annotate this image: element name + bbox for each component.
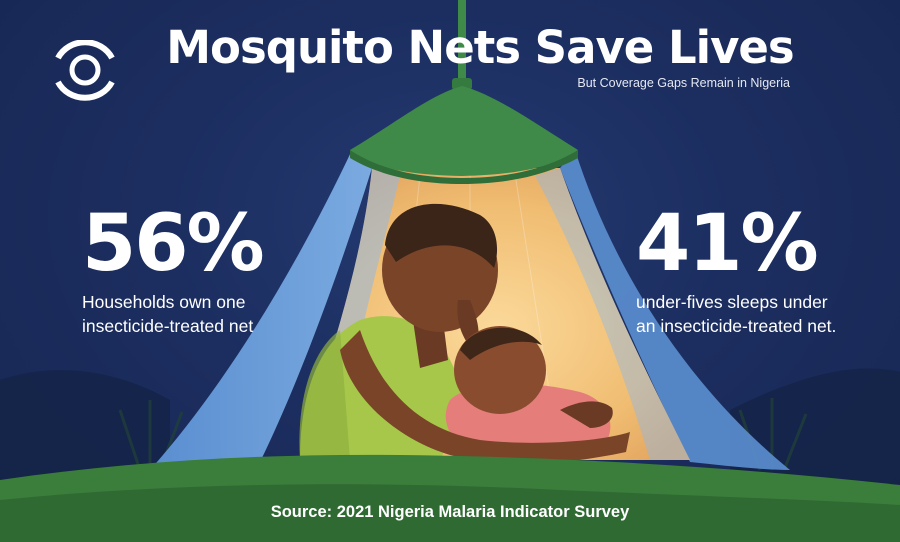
stat-caption-line: insecticide-treated net [82,316,254,336]
stat-caption: Households own one insecticide-treated n… [82,290,342,338]
page-subtitle: But Coverage Gaps Remain in Nigeria [577,76,790,90]
stat-caption-line: under-fives sleeps under [636,292,828,312]
stat-caption: under-fives sleeps under an insecticide-… [636,290,896,338]
stat-value: 41% [636,199,819,289]
source-citation: Source: 2021 Nigeria Malaria Indicator S… [270,503,630,521]
under-five-net-use-stat: 41% under-fives sleeps under an insectic… [636,196,896,338]
stat-caption-line: an insecticide-treated net. [636,316,837,336]
circle-target-logo-icon [55,40,115,101]
household-net-ownership-stat: 56% Households own one insecticide-treat… [82,196,342,338]
stat-caption-line: Households own one [82,292,246,312]
page-title: Mosquito Nets Save Lives [166,21,794,74]
stat-value: 56% [82,199,265,289]
